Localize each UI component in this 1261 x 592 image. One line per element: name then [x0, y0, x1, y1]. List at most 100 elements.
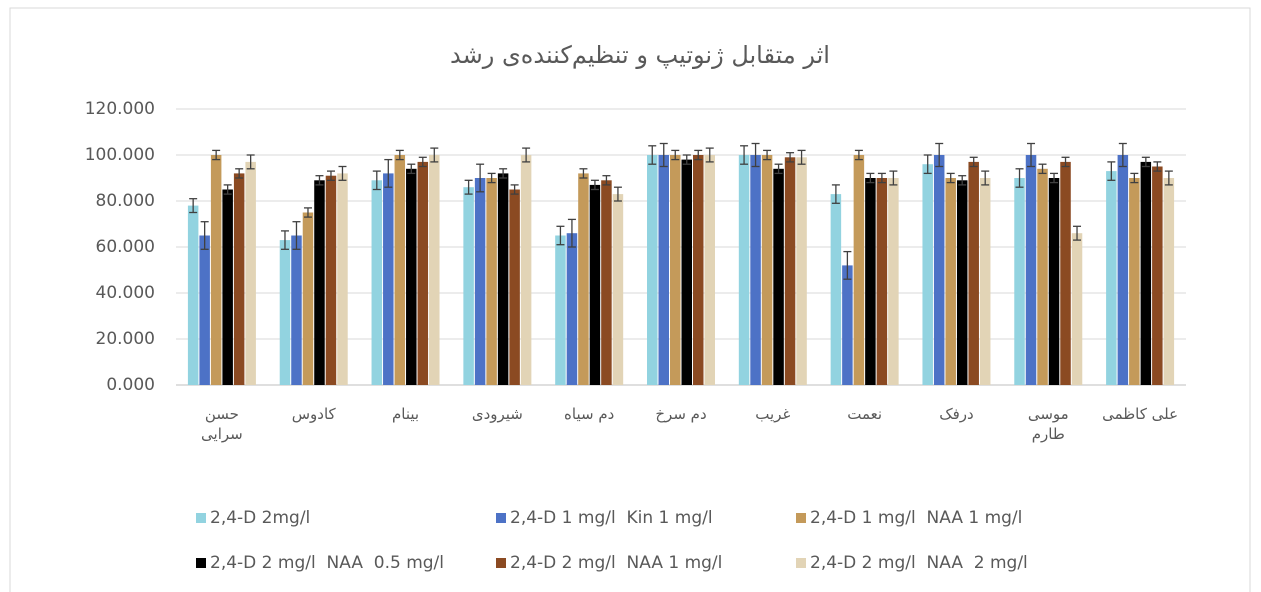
bar [738, 155, 750, 385]
bar [222, 189, 233, 385]
error-bar [1015, 168, 1024, 188]
bar [394, 155, 406, 385]
bar [486, 178, 497, 385]
bar [968, 161, 979, 385]
bar [509, 189, 520, 385]
bar [796, 157, 807, 385]
bar [784, 157, 796, 385]
error-bar [476, 163, 485, 193]
error-bar [774, 163, 783, 175]
bar [291, 235, 302, 385]
y-tick-label: 40.000 [96, 283, 155, 303]
error-bar [292, 221, 301, 250]
error-bar [946, 172, 955, 184]
bar [1117, 155, 1129, 385]
error-bar [797, 149, 806, 165]
bar [383, 173, 394, 385]
bar [865, 178, 876, 385]
error-bar [407, 163, 416, 175]
x-tick-label: بینام [391, 405, 420, 423]
error-bar [763, 149, 772, 161]
bar [830, 194, 842, 385]
bar [555, 235, 566, 385]
bar [1014, 178, 1025, 385]
error-bar [556, 225, 565, 246]
bar [371, 180, 383, 385]
bar [302, 212, 314, 385]
error-bar [246, 154, 255, 170]
bar [566, 233, 578, 385]
legend-swatch [496, 558, 506, 568]
error-bar [682, 154, 691, 165]
bar [279, 240, 291, 385]
error-bar [510, 184, 519, 195]
bar [1152, 166, 1163, 385]
error-bar [303, 207, 312, 218]
y-tick-label: 60.000 [96, 237, 155, 257]
error-bar [786, 152, 795, 163]
error-bar [751, 142, 760, 168]
error-bar [843, 250, 852, 280]
legend-label: 2,4-D 1 mg/l Kin 1 mg/l [510, 508, 713, 528]
bar [1060, 161, 1071, 385]
bar [761, 155, 773, 385]
bar [474, 178, 486, 385]
error-bar [522, 147, 531, 163]
bar [187, 205, 199, 385]
x-tick-label: درفک [939, 405, 974, 423]
bar [1037, 168, 1048, 385]
error-bar [958, 175, 967, 186]
error-bar [613, 186, 622, 202]
x-tick-label: موسی طارم [1027, 405, 1069, 443]
bar [945, 178, 956, 385]
bar [933, 155, 945, 385]
bar [956, 180, 968, 385]
error-bar [671, 149, 680, 161]
error-bar [235, 168, 244, 179]
y-tick-label: 80.000 [96, 191, 155, 211]
error-bar [579, 168, 588, 179]
x-tick-label: دم سیاه [564, 405, 615, 423]
error-bar [189, 198, 198, 214]
bar [704, 155, 715, 385]
legend-label: 2,4-D 2 mg/l NAA 1 mg/l [510, 553, 722, 573]
chart-title: اثر متقابل ژنوتیپ و تنظیم‌کننده‌ی رشد [450, 41, 830, 69]
bar [578, 173, 589, 385]
bar [876, 178, 888, 385]
bar [245, 161, 256, 385]
error-bar [831, 184, 840, 204]
error-bar [1153, 161, 1162, 172]
bar [612, 194, 624, 385]
legend-label: 2,4-D 2 mg/l NAA 2 mg/l [810, 553, 1028, 573]
legend-swatch [796, 558, 806, 568]
error-bar [866, 172, 875, 184]
error-bar [602, 175, 611, 186]
legend-swatch [496, 513, 506, 523]
y-tick-label: 0.000 [106, 375, 155, 395]
bar [210, 155, 222, 385]
error-bar [1061, 156, 1070, 168]
bar [922, 164, 933, 385]
y-tick-label: 120.000 [85, 99, 155, 119]
bar [681, 159, 692, 385]
legend-swatch [796, 513, 806, 523]
bar [406, 168, 417, 385]
bar [520, 155, 532, 385]
bar [888, 178, 899, 385]
error-bar [648, 145, 657, 165]
error-bar [487, 172, 496, 184]
bar [647, 155, 658, 385]
error-bar [315, 175, 324, 186]
bar [325, 175, 337, 385]
error-bar [430, 147, 439, 163]
error-bar [1050, 172, 1059, 184]
x-tick-label: حسن سرایی [201, 405, 243, 443]
error-bar [740, 145, 749, 165]
error-bar [877, 172, 886, 184]
x-tick-label: شیرودی [471, 405, 523, 423]
error-bar [694, 149, 703, 161]
bar [314, 180, 325, 385]
error-bar [1038, 163, 1047, 175]
